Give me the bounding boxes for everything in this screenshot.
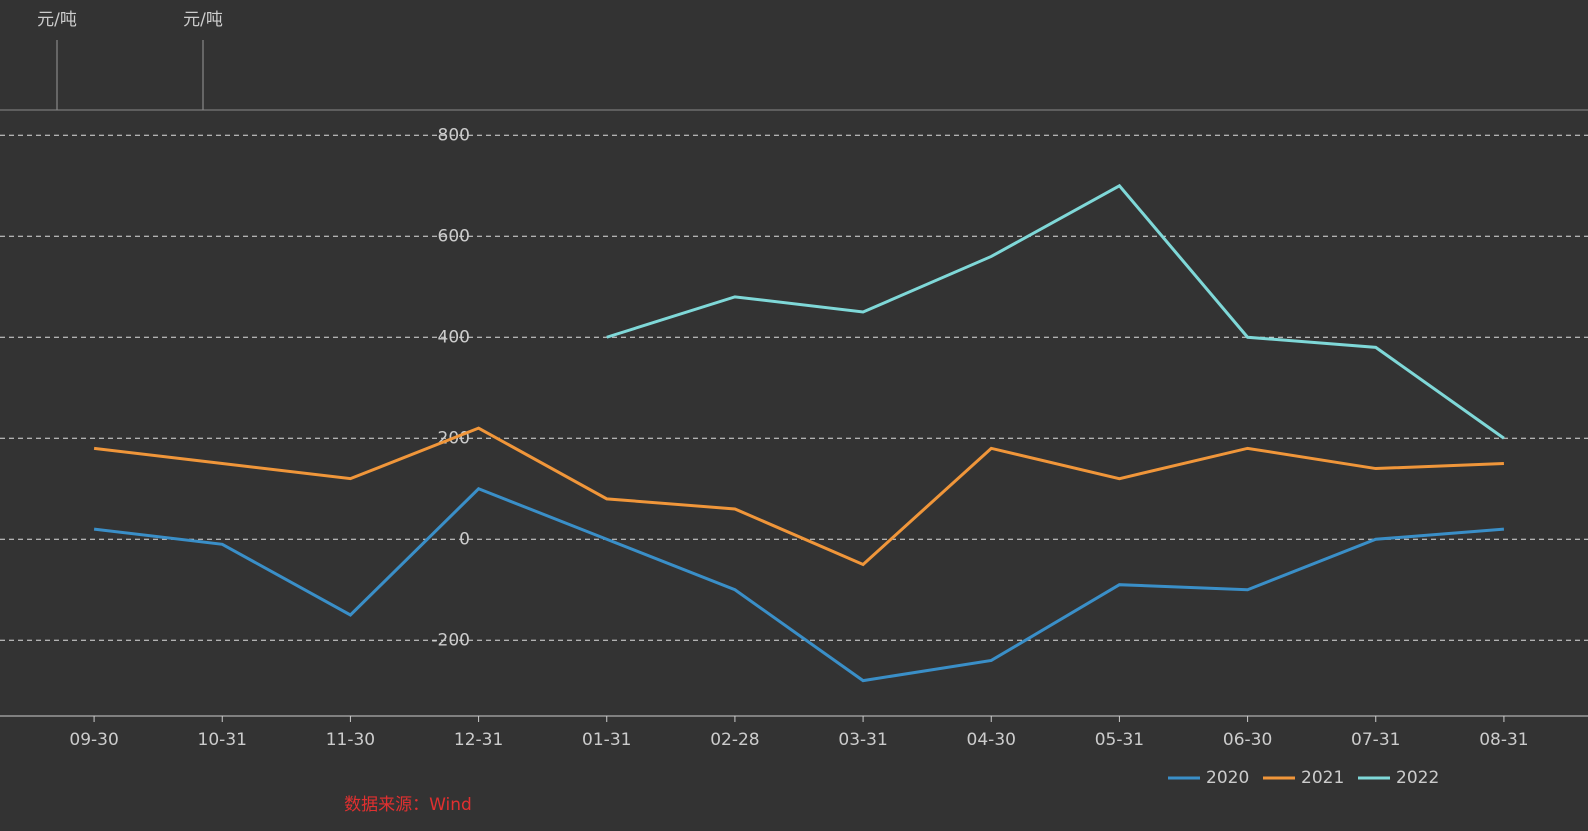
x-tick-label: 08-31 [1479,730,1528,750]
legend-label: 2020 [1206,768,1249,788]
y-unit: 元/吨 [183,10,223,30]
x-tick-label: 10-31 [198,730,247,750]
series-line [606,183,1505,440]
y-tick-label: 400 [438,327,470,347]
x-tick-label: 09-30 [69,730,118,750]
y-tick-label: 600 [438,226,470,246]
x-tick-label: 12-31 [454,730,503,750]
x-tick-label: 05-31 [1095,730,1144,750]
legend-label: 2022 [1396,768,1439,788]
x-tick-label: 02-28 [710,730,759,750]
series-line [93,426,1504,567]
x-tick-label: 03-31 [838,730,887,750]
legend-label: 2021 [1301,768,1344,788]
series-line [93,486,1505,683]
x-tick-label: 01-31 [582,730,631,750]
x-tick-label: 06-30 [1223,730,1272,750]
y-tick-label: -200 [431,630,470,650]
y-tick-label: 800 [438,125,470,145]
x-tick-label: 07-31 [1351,730,1400,750]
x-tick-label: 04-30 [967,730,1016,750]
y-tick-label: 0 [459,529,470,549]
y-unit: 元/吨 [37,10,77,30]
x-tick-label: 11-30 [326,730,375,750]
source-note: 数据来源：Wind [344,795,472,815]
